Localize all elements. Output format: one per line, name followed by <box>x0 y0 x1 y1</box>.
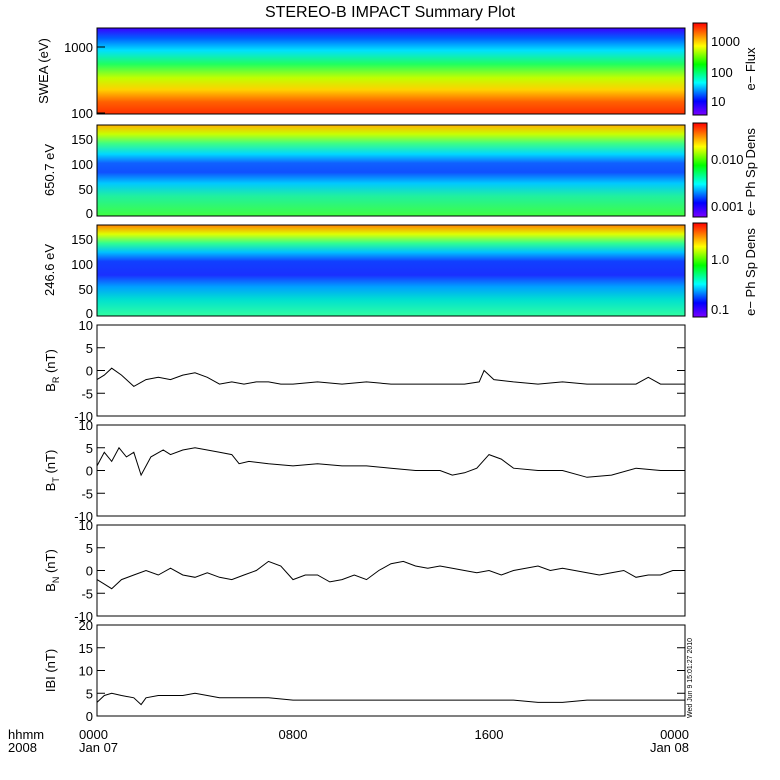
pad650-cbar-tick-0010: 0.010 <box>711 152 744 167</box>
bn-ytick-label: 0 <box>86 564 93 579</box>
plot-title: STEREO-B IMPACT Summary Plot <box>265 4 516 21</box>
bmag-ylabel: IBI (nT) <box>43 649 58 692</box>
pad246-ytick-100: 100 <box>71 257 93 272</box>
br-ylabel: BR (nT) <box>43 349 61 392</box>
date-tick-label: Jan 07 <box>79 740 118 755</box>
pad650-heatmap <box>97 125 685 216</box>
pad650-ytick-100: 100 <box>71 157 93 172</box>
swea-colorbar <box>692 22 708 116</box>
swea-panel: SWEA (eV) 1000 100 1000 100 10 e− Flux <box>36 22 758 121</box>
br-panel: -10 -5 0 5 10 BR (nT) <box>43 318 686 424</box>
bmag-ytick-label: 20 <box>79 618 93 633</box>
pad246-cbar-label: e− Ph Sp Dens <box>743 228 758 316</box>
bt-frame <box>96 424 686 517</box>
pad650-colorbar <box>692 122 708 218</box>
pad650-frame <box>96 124 686 217</box>
swea-cbar-tick-100: 100 <box>711 65 733 80</box>
bt-ytick-label: 0 <box>86 464 93 479</box>
pad650-ylabel: 650.7 eV <box>42 144 57 196</box>
magnetic-field-panels: -10 -5 0 5 10 BR (nT) -10 -5 0 5 10 BT (nT) -10 -5 0 5 1… <box>43 318 686 724</box>
bmag-ytick-label: 10 <box>79 664 93 679</box>
bn-ytick-label: -5 <box>81 586 93 601</box>
pad246-cbar-tick-10: 1.0 <box>711 252 729 267</box>
bmag-ytick-label: 5 <box>86 686 93 701</box>
pad650-ytick-150: 150 <box>71 132 93 147</box>
br-ytick-label: -5 <box>81 386 93 401</box>
pad650-ytick-0: 0 <box>86 206 93 221</box>
bn-series-line <box>96 560 685 590</box>
bt-ytick-label: 5 <box>86 441 93 456</box>
bt-ytick-label: 10 <box>79 418 93 433</box>
pad650-cbar-tick-0001: 0.001 <box>711 199 744 214</box>
pad246-cbar-tick-01: 0.1 <box>711 302 729 317</box>
bn-ytick-label: -10 <box>74 609 93 624</box>
bmag-ytick-label: 0 <box>86 709 93 724</box>
bmag-frame <box>96 624 686 717</box>
pad246-frame <box>96 224 686 317</box>
swea-frame <box>96 27 686 115</box>
time-tick-label: 1600 <box>475 727 504 742</box>
pad246-ytick-150: 150 <box>71 232 93 247</box>
date-tick-label: Jan 08 <box>650 740 689 755</box>
timestamp: Wed Jun 9 15:01:27 2010 <box>687 638 694 718</box>
swea-ytick-1000: 1000 <box>64 40 93 55</box>
year-label: 2008 <box>8 740 37 755</box>
bt-ytick-label: -10 <box>74 509 93 524</box>
bt-series-line <box>96 446 685 478</box>
swea-heatmap <box>97 28 685 114</box>
bt-ytick-label: -5 <box>81 486 93 501</box>
br-ytick-label: 10 <box>79 318 93 333</box>
bn-panel: -10 -5 0 5 10 BN (nT) <box>43 518 686 624</box>
bn-frame <box>96 524 686 617</box>
pad246-ytick-0: 0 <box>86 306 93 321</box>
bn-ytick-label: 5 <box>86 541 93 556</box>
br-series-line <box>96 367 685 388</box>
pad246-ylabel: 246.6 eV <box>42 244 57 296</box>
bmag-ytick-label: 15 <box>79 641 93 656</box>
pad650-ytick-50: 50 <box>79 182 93 197</box>
bn-ytick-label: 10 <box>79 518 93 533</box>
pad650-panel: 650.7 eV 150 100 50 0 0.010 0.001 e− Ph … <box>42 122 758 221</box>
swea-cbar-label: e− Flux <box>743 47 758 90</box>
swea-cbar-tick-10: 10 <box>711 94 725 109</box>
time-tick-label: 0000 <box>79 727 108 742</box>
br-frame <box>96 324 686 417</box>
hhmm-label: hhmm <box>8 727 44 742</box>
bt-panel: -10 -5 0 5 10 BT (nT) <box>43 418 686 524</box>
br-ytick-label: 5 <box>86 341 93 356</box>
time-tick-label: 0000 <box>660 727 689 742</box>
pad246-heatmap <box>97 225 685 316</box>
pad246-colorbar <box>692 222 708 318</box>
pad650-cbar-label: e− Ph Sp Dens <box>743 128 758 216</box>
swea-ylabel: SWEA (eV) <box>36 38 51 104</box>
bmag-panel: 0 5 10 15 20 IBI (nT) <box>43 618 686 724</box>
br-ytick-label: -10 <box>74 409 93 424</box>
swea-cbar-tick-1000: 1000 <box>711 34 740 49</box>
bmag-series-line <box>96 692 685 706</box>
time-tick-label: 0800 <box>279 727 308 742</box>
bt-ylabel: BT (nT) <box>43 450 61 492</box>
swea-ytick-100: 100 <box>71 106 93 121</box>
pad246-ytick-50: 50 <box>79 282 93 297</box>
bn-ylabel: BN (nT) <box>43 549 61 592</box>
pad246-panel: 246.6 eV 150 100 50 0 1.0 0.1 e− Ph Sp D… <box>42 222 758 321</box>
br-ytick-label: 0 <box>86 364 93 379</box>
